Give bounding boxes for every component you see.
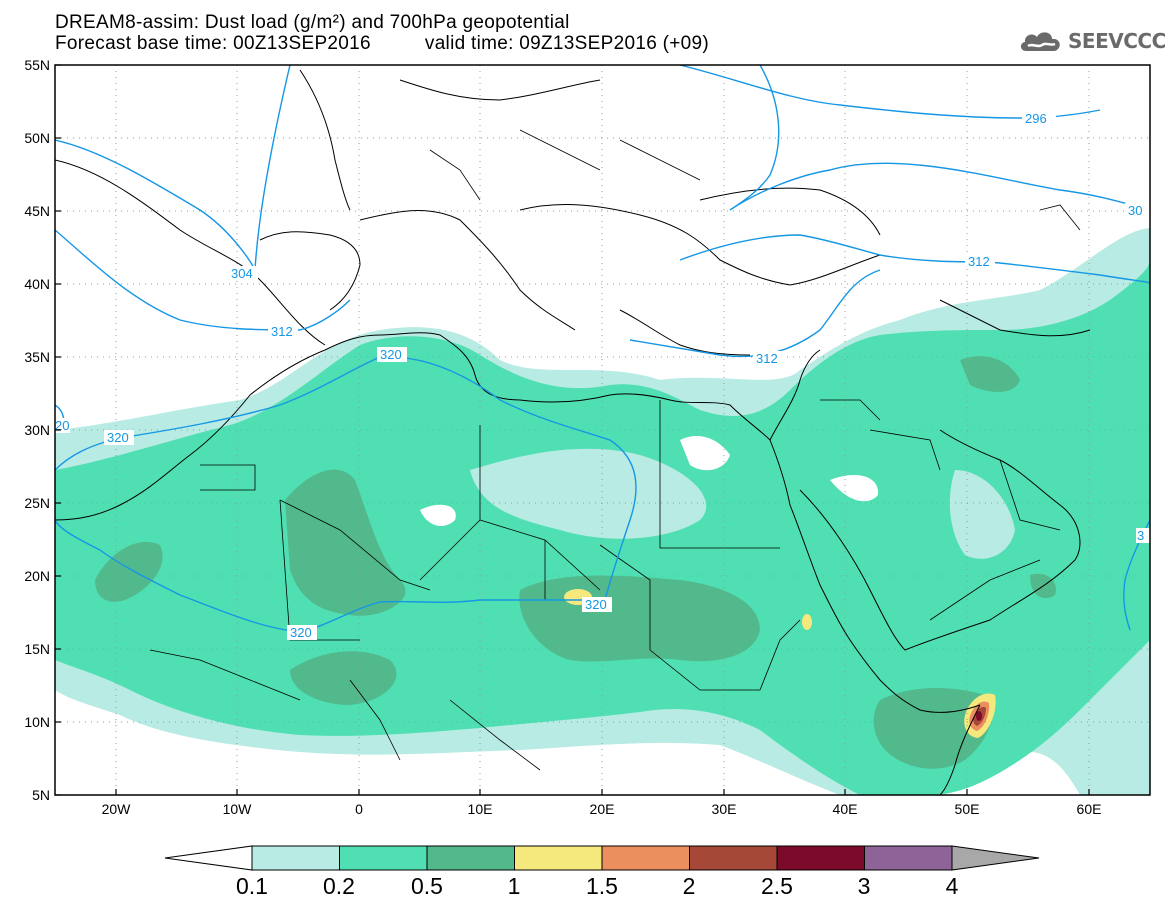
- logo-text: SEEVCCC: [1068, 29, 1165, 53]
- tick-marks: [55, 64, 1090, 796]
- lat-label: 25N: [24, 495, 50, 511]
- lon-label: 10E: [468, 801, 493, 817]
- lat-label: 30N: [24, 422, 50, 438]
- colorbar-high-arrow: [951, 845, 1040, 871]
- contour-320: [55, 356, 637, 633]
- contour-label: 20: [55, 418, 69, 433]
- contour-label: 320: [585, 597, 607, 612]
- lon-label: 40E: [833, 801, 858, 817]
- contour-296: [679, 65, 1101, 119]
- lat-label: 35N: [24, 349, 50, 365]
- map-title: DREAM8-assim: Dust load (g/m²) and 700hP…: [55, 12, 570, 33]
- contour-label: 312: [756, 351, 778, 366]
- colorbar-low-arrow: [164, 845, 253, 871]
- dust-gap-north: [680, 435, 730, 471]
- contour-label: 296: [1025, 111, 1047, 126]
- lat-label: 45N: [24, 203, 50, 219]
- lat-label: 10N: [24, 714, 50, 730]
- colorbar-cell: [514, 845, 603, 871]
- contour-labels: 296 30 304 312 312 312 320 320 320 320 2…: [55, 111, 1150, 640]
- contour-label: 312: [968, 254, 990, 269]
- colorbar-label: 0.1: [236, 873, 268, 899]
- coastlines: [55, 69, 1091, 795]
- lat-label: 55N: [24, 57, 50, 73]
- contour-label: 320: [107, 430, 129, 445]
- colorbar-cell: [601, 845, 690, 871]
- contour-label: 312: [271, 324, 293, 339]
- lon-label: 30E: [712, 801, 737, 817]
- lat-label: 20N: [24, 568, 50, 584]
- lon-label: 20E: [590, 801, 615, 817]
- dust-band-2.5: [976, 711, 982, 721]
- lat-labels: 55N 50N 45N 40N 35N 30N 25N 20N 15N 10N …: [24, 57, 50, 803]
- contour-312-east: [679, 234, 1150, 284]
- dust-band-0.5-iran: [960, 356, 1020, 392]
- graticule: [55, 65, 1150, 795]
- seevccc-logo: SEEVCCC: [1018, 26, 1165, 56]
- valid-time: valid time: 09Z13SEP2016 (+09): [424, 33, 710, 54]
- lat-label: 15N: [24, 641, 50, 657]
- colorbar-label: 2.5: [761, 873, 793, 899]
- colorbar-label: 1.5: [586, 873, 618, 899]
- dust-band-1-eritrea: [802, 614, 812, 630]
- contour-label: 3: [1137, 528, 1144, 543]
- lon-label: 10W: [223, 801, 253, 817]
- contour-304: [55, 65, 291, 273]
- contour-label: 304: [231, 266, 253, 281]
- dust-gap-arabia: [949, 470, 1015, 559]
- dust-band-0.5-west: [95, 541, 163, 602]
- lat-label: 40N: [24, 276, 50, 292]
- colorbar-cell: [426, 845, 515, 871]
- colorbar-label: 3: [858, 873, 871, 899]
- colorbar-cell: [251, 845, 340, 871]
- colorbar-cells: [251, 845, 953, 871]
- lon-label: 20W: [102, 801, 132, 817]
- contour-label: 30: [1128, 203, 1142, 218]
- time-line: Forecast base time: 00Z13SEP2016 valid ti…: [55, 34, 709, 54]
- lon-labels: 20W 10W 0 10E 20E 30E 40E 50E 60E: [102, 801, 1102, 817]
- contour-304-east: [729, 65, 1150, 211]
- dust-band-0.5-somalia: [873, 688, 993, 769]
- lon-label: 60E: [1077, 801, 1102, 817]
- colorbar-cell: [689, 845, 778, 871]
- colorbar-cell: [339, 845, 428, 871]
- dust-gap-algeria: [420, 504, 456, 526]
- contour-label: 320: [380, 347, 402, 362]
- colorbar-label: 0.2: [323, 873, 355, 899]
- contour-label: 320: [290, 625, 312, 640]
- cloud-icon: [1020, 32, 1060, 51]
- lat-label: 5N: [32, 787, 50, 803]
- colorbar-cell: [776, 845, 865, 871]
- contour-312-west: [55, 229, 351, 331]
- dust-gap-libya: [830, 475, 879, 502]
- colorbar-label: 1: [508, 873, 521, 899]
- dust-gap-egypt: [470, 448, 707, 539]
- lon-label: 0: [355, 801, 363, 817]
- base-time: Forecast base time: 00Z13SEP2016: [55, 33, 371, 54]
- colorbar-label: 4: [946, 873, 959, 899]
- colorbar-label: 2: [683, 873, 696, 899]
- colorbar-label: 0.5: [411, 873, 443, 899]
- lon-label: 50E: [955, 801, 980, 817]
- colorbar: 0.1 0.2 0.5 1 1.5 2 2.5 3 4: [164, 845, 1040, 899]
- dust-band-0.5-sahara: [285, 469, 406, 616]
- dust-band-0.5-niger: [290, 651, 397, 705]
- lat-label: 50N: [24, 130, 50, 146]
- colorbar-cell: [864, 845, 953, 871]
